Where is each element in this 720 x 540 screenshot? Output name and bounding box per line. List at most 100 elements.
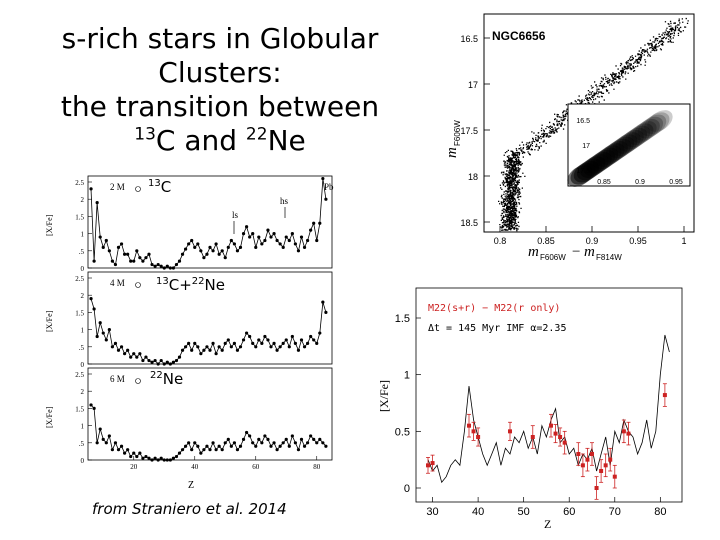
abundance-point — [226, 437, 230, 441]
cmd-inset-ticks: 16.5 17 17.5 0.85 0.9 0.95 — [576, 118, 683, 186]
abundance-point — [306, 341, 310, 345]
abundance-point — [296, 348, 301, 352]
abundance-point — [238, 345, 243, 349]
abundance-point — [275, 238, 279, 243]
abundance-point — [119, 444, 124, 448]
abundance-point — [321, 300, 325, 304]
abundance-point — [165, 264, 169, 268]
abundance-point — [104, 441, 108, 445]
abundance-point — [214, 242, 218, 246]
abundance-point — [144, 355, 148, 359]
inset-density-blob — [631, 121, 657, 143]
abundance-point — [223, 256, 227, 260]
abundance-point — [245, 331, 249, 335]
y-tick-label: 2 — [81, 388, 85, 396]
abundance-point — [251, 341, 255, 345]
cmd-y-tick-label: 16.5 — [460, 34, 478, 44]
abundance-point — [229, 444, 233, 448]
abundance-point — [296, 249, 301, 253]
m22-x-tick-label: 60 — [563, 506, 575, 518]
abundance-point — [235, 448, 240, 452]
abundance-point — [180, 348, 185, 352]
m22-plot: 0 0.5 1 1.5 30 40 50 60 70 80 M22(s+r) − M22(r on… — [377, 287, 683, 531]
abundance-point — [226, 245, 230, 249]
abundance-point — [312, 437, 316, 441]
abundance-point — [315, 341, 319, 345]
abundance-point — [95, 334, 99, 339]
abundance-point — [168, 362, 172, 366]
abundance-panels: 0.5 1 1.5 2 2.5 [X/Fe] 2 M 0.5 1 1.5 2 2.5 [X/Fe] 4 … — [40, 172, 340, 494]
inset-density-blob — [640, 114, 667, 137]
inset-density-blob — [596, 145, 622, 168]
abundance-point — [126, 348, 130, 352]
inset-density-blob — [602, 140, 628, 163]
inset-density-blob — [624, 125, 651, 148]
m22-obs-point — [590, 452, 594, 456]
abundance-point — [263, 238, 267, 243]
ann-13c-text: C — [160, 178, 172, 196]
abundance-point — [272, 441, 276, 445]
sun-symbol — [135, 186, 141, 192]
abundance-point — [159, 358, 163, 363]
abundance-plot: 0.511.522.5[X/Fe]2 M 0.511.522.5[X/Fe]4 … — [45, 175, 334, 491]
abundance-point — [202, 256, 206, 260]
abundance-point — [238, 444, 243, 448]
abundance-point — [208, 448, 212, 452]
abundance-point — [293, 341, 297, 345]
y-tick-label: 0 — [81, 361, 85, 369]
cmd-xlabel-m2: m — [584, 244, 595, 260]
inset-y-tick-label: 16.5 — [576, 118, 590, 125]
abundance-point — [141, 456, 145, 460]
cmd-xlabel-m1: m — [528, 244, 539, 260]
abundance-point — [232, 441, 236, 445]
m22-obs-point — [508, 429, 512, 434]
m22-obs-point — [585, 457, 590, 462]
inset-x-tick-label: 0.95 — [669, 179, 683, 186]
abundance-point — [272, 341, 276, 345]
abundance-point — [135, 454, 139, 459]
abundance-point — [287, 238, 291, 243]
abundance-point — [126, 252, 130, 256]
abundance-point — [193, 441, 197, 445]
inset-x-tick-label: 0.9 — [635, 179, 645, 186]
cmd-xlabel-sub1: F606W — [540, 253, 566, 262]
m22-obs-point — [576, 452, 581, 456]
abundance-point — [293, 441, 297, 445]
abundance-point — [116, 448, 121, 452]
m22-subtitle: Δt = 145 Myr IMF α=2.35 — [428, 323, 566, 334]
abundance-point — [245, 225, 249, 229]
abundance-point — [318, 221, 322, 225]
abundance-point — [260, 341, 264, 345]
title-ne: Ne — [267, 124, 306, 157]
abundance-point — [205, 444, 209, 448]
abundance-point — [232, 242, 236, 246]
m22-ticks: 0 0.5 1 1.5 30 40 50 60 70 80 — [395, 313, 667, 518]
cmd-cluster-label: NGC6656 — [492, 29, 546, 43]
m22-obs-point — [558, 435, 563, 439]
panel-4msun: 0 .5 1 1.5 2 2.5 [X/Fe] 4 M — [45, 271, 333, 369]
abundance-point — [156, 262, 160, 267]
abundance-point — [150, 360, 154, 364]
ann-13c22ne-text2: Ne — [204, 276, 225, 294]
abundance-point — [110, 448, 114, 452]
abundance-point — [129, 355, 133, 359]
abundance-point — [205, 252, 209, 256]
x-tick-label: 40 — [191, 463, 199, 471]
abundance-point — [211, 249, 215, 253]
cmd-figure: NGC6656 16.5 17 17.5 18 18.5 0.8 0.85 0.9 0.95 1… — [440, 8, 710, 268]
abundance-point — [107, 249, 111, 253]
m22-obs-point — [594, 486, 599, 490]
abundance-point — [290, 334, 294, 339]
abundance-point — [144, 454, 148, 459]
abundance-point — [275, 348, 279, 352]
abundance-point — [226, 338, 230, 342]
abundance-point — [263, 334, 267, 339]
abundance-point — [217, 345, 221, 349]
abundance-point — [302, 345, 307, 349]
m22-figure: 0 0.5 1 1.5 30 40 50 60 70 80 M22(s+r) − M22(r on… — [368, 286, 688, 536]
abundance-point — [269, 345, 273, 349]
abundance-point — [138, 451, 142, 455]
abundance-point — [159, 264, 163, 268]
abundance-point — [177, 451, 182, 455]
x-tick-label: 20 — [130, 463, 138, 471]
